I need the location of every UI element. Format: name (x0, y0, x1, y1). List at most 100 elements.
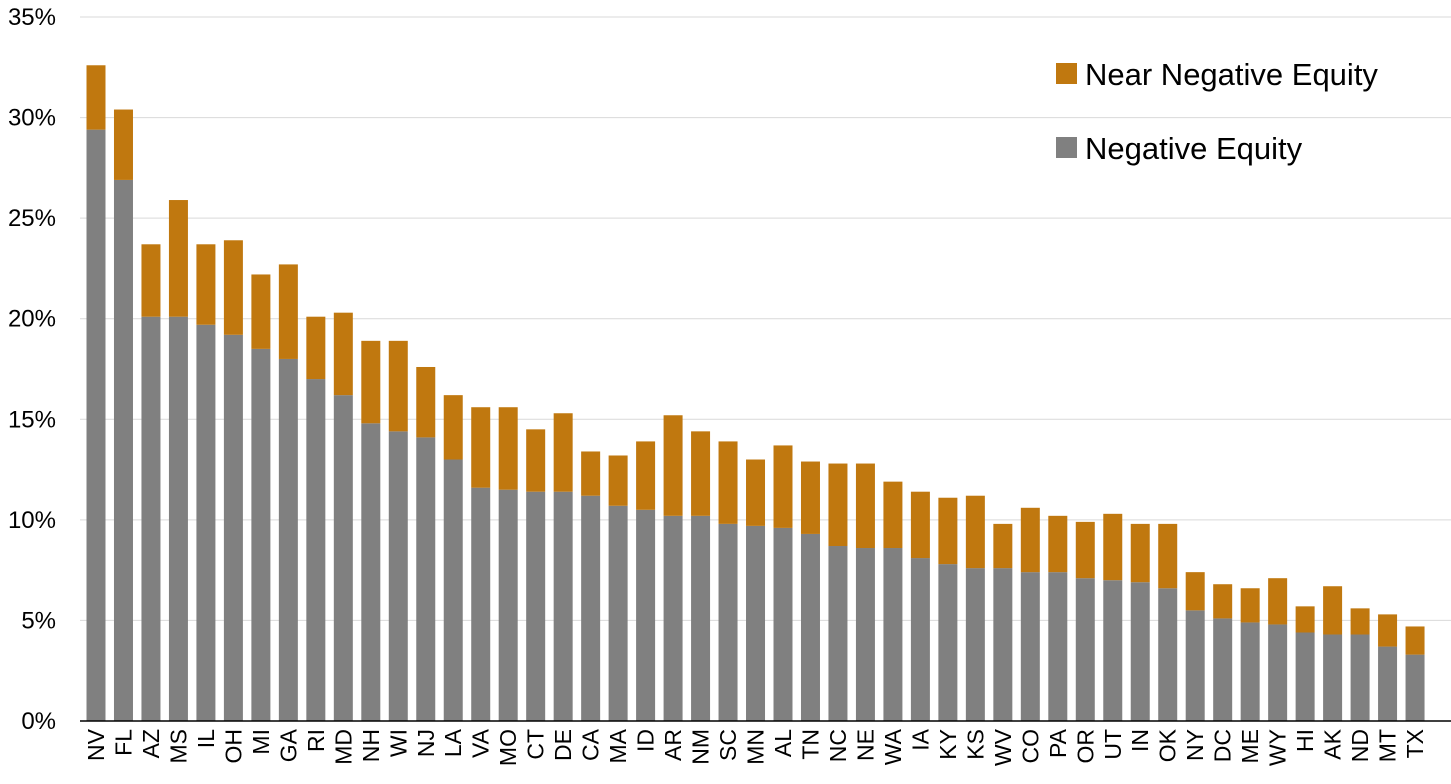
bar-near-negative-equity (306, 316, 326, 380)
y-tick-label: 25% (8, 205, 56, 232)
x-tick-label: MA (605, 728, 631, 763)
x-tick-label: NY (1182, 729, 1208, 761)
bar-negative-equity (251, 348, 271, 721)
bar-near-negative-equity (1048, 515, 1068, 573)
bar-negative-equity (498, 489, 518, 721)
x-tick-label: MI (248, 729, 274, 755)
legend-swatch-near-negative-equity (1056, 63, 1077, 84)
y-tick-label: 10% (8, 507, 56, 534)
x-tick-label: ME (1237, 729, 1263, 764)
bar-near-negative-equity (636, 441, 656, 510)
x-tick-label: MS (165, 729, 191, 764)
bar-near-negative-equity (196, 244, 216, 325)
x-tick-label: MO (495, 729, 521, 766)
x-tick-label: DE (550, 729, 576, 761)
bar-negative-equity (278, 358, 298, 721)
x-tick-label: MT (1375, 729, 1401, 762)
legend: Near Negative Equity Negative Equity (1056, 57, 1378, 166)
bar-negative-equity (636, 509, 656, 721)
bar-near-negative-equity (141, 244, 161, 317)
x-tick-label: CT (523, 729, 549, 760)
bar-near-negative-equity (608, 455, 628, 506)
x-tick-label: AL (770, 729, 796, 757)
x-tick-label: GA (275, 728, 301, 762)
x-tick-label: FL (110, 729, 136, 756)
bar-negative-equity (471, 487, 491, 721)
bar-near-negative-equity (526, 429, 546, 492)
bar-negative-equity (800, 533, 820, 721)
bar-negative-equity (223, 334, 243, 721)
bar-negative-equity (526, 491, 546, 721)
bar-near-negative-equity (910, 491, 930, 559)
y-tick-label: 15% (8, 406, 56, 433)
x-tick-label: TX (1402, 729, 1428, 758)
x-tick-label: NJ (413, 729, 439, 757)
bar-near-negative-equity (113, 109, 133, 180)
y-tick-label: 0% (21, 708, 56, 735)
x-tick-label: DC (1210, 729, 1236, 762)
x-tick-label: UT (1100, 729, 1126, 760)
bar-near-negative-equity (86, 65, 106, 130)
x-tick-label: CO (1017, 729, 1043, 764)
bar-negative-equity (1158, 588, 1178, 721)
bar-negative-equity (1268, 624, 1288, 721)
bar-negative-equity (196, 324, 216, 721)
bar-near-negative-equity (471, 407, 491, 488)
x-tick-label: OH (220, 729, 246, 764)
x-tick-label: MN (743, 729, 769, 765)
bar-negative-equity (718, 523, 738, 721)
bar-negative-equity (333, 395, 353, 721)
bar-negative-equity (443, 459, 463, 721)
bar-near-negative-equity (223, 240, 243, 335)
bar-near-negative-equity (1020, 507, 1040, 573)
bar-near-negative-equity (361, 340, 381, 424)
bar-near-negative-equity (800, 461, 820, 534)
bar-negative-equity (1048, 572, 1068, 721)
bar-near-negative-equity (746, 459, 766, 526)
x-tick-label: WV (990, 728, 1016, 766)
bar-near-negative-equity (388, 340, 408, 432)
x-tick-label: VA (468, 728, 494, 758)
bar-near-negative-equity (718, 441, 738, 524)
x-tick-label: ID (633, 729, 659, 752)
bar-near-negative-equity (883, 481, 903, 549)
bar-near-negative-equity (1103, 513, 1123, 581)
x-axis-tick-labels: NV FL AZ MS IL OH MI GA RI MD NH WI NJ LA VA MO CT DE CA MA… (83, 728, 1428, 766)
bar-negative-equity (855, 548, 875, 721)
x-tick-label: NE (852, 729, 878, 761)
x-tick-label: LA (440, 728, 466, 757)
bar-near-negative-equity (333, 312, 353, 396)
bar-negative-equity (168, 316, 188, 721)
bar-negative-equity (1020, 572, 1040, 721)
x-tick-label: CA (578, 728, 604, 761)
bar-negative-equity (388, 431, 408, 721)
bar-near-negative-equity (938, 497, 958, 565)
bar-negative-equity (663, 515, 683, 721)
legend-swatch-negative-equity (1056, 137, 1077, 158)
y-tick-label: 20% (8, 306, 56, 333)
bar-negative-equity (993, 568, 1013, 721)
bar-negative-equity (1213, 618, 1233, 721)
y-tick-label: 5% (21, 607, 56, 634)
bar-negative-equity (883, 548, 903, 721)
bar-negative-equity (581, 495, 601, 721)
x-tick-label: RI (303, 729, 329, 752)
bar-negative-equity (1405, 654, 1425, 721)
bar-near-negative-equity (1323, 586, 1343, 635)
bar-near-negative-equity (443, 395, 463, 460)
x-tick-label: HI (1292, 729, 1318, 752)
x-tick-label: IL (193, 729, 219, 748)
legend-label-negative-equity: Negative Equity (1085, 131, 1303, 166)
bar-negative-equity (1185, 610, 1205, 721)
x-tick-label: AZ (138, 729, 164, 758)
bar-near-negative-equity (691, 431, 711, 516)
bar-near-negative-equity (168, 200, 188, 317)
bar-near-negative-equity (1350, 608, 1370, 635)
bar-near-negative-equity (1130, 523, 1150, 583)
x-tick-label: AK (1320, 728, 1346, 759)
bar-negative-equity (416, 437, 436, 721)
x-tick-label: NV (83, 728, 109, 761)
bar-negative-equity (1378, 646, 1398, 721)
bar-near-negative-equity (1075, 521, 1095, 579)
bar-near-negative-equity (1268, 578, 1288, 625)
